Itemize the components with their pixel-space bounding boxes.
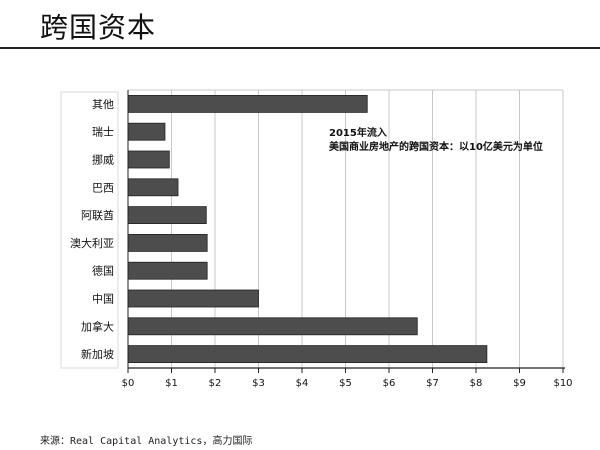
bar-5	[127, 233, 208, 252]
x-tick-label-9: $9	[513, 378, 526, 389]
x-tick-label-4: $4	[296, 378, 309, 389]
bar-0	[127, 95, 368, 113]
x-tick-label-3: $3	[252, 378, 265, 389]
bar-3	[127, 178, 179, 197]
source-note: 来源：Real Capital Analytics，高力国际	[40, 436, 253, 447]
x-tick-label-5: $5	[339, 378, 352, 389]
x-tick-label-6: $6	[383, 378, 396, 389]
chart-annotation-line-0: 2015年流入	[329, 126, 387, 139]
bar-6	[127, 261, 208, 280]
category-label-7: 中国	[92, 293, 114, 306]
slide-title: 跨国资本	[40, 11, 157, 44]
category-label-3: 巴西	[92, 181, 114, 194]
x-tick-label-8: $8	[470, 378, 483, 389]
chart-bars	[127, 95, 488, 364]
x-tick-label-0: $0	[122, 378, 135, 389]
title-divider	[0, 47, 600, 49]
bar-8	[127, 317, 418, 336]
bar-4	[127, 206, 207, 225]
x-tick-label-10: $10	[553, 378, 572, 389]
bar-7	[127, 289, 259, 308]
category-label-2: 挪威	[92, 153, 114, 167]
category-label-5: 澳大利亚	[70, 236, 114, 250]
category-label-9: 新加坡	[81, 347, 114, 361]
category-label-4: 阿联酋	[81, 208, 114, 222]
chart-annotation-line-1: 美国商业房地产的跨国资本：以10亿美元为单位	[329, 140, 543, 153]
bar-1	[127, 122, 166, 141]
category-label-0: 其他	[92, 98, 114, 111]
bar-2	[127, 150, 170, 169]
category-label-8: 加拿大	[81, 319, 114, 333]
x-tick-label-7: $7	[426, 378, 439, 389]
category-label-panel	[60, 91, 119, 369]
x-tick-label-1: $1	[165, 378, 178, 389]
chart-axes	[60, 90, 565, 373]
x-tick-label-2: $2	[209, 378, 222, 389]
bar-9	[127, 345, 488, 364]
category-label-1: 瑞士	[92, 125, 114, 139]
category-label-6: 德国	[92, 264, 114, 278]
